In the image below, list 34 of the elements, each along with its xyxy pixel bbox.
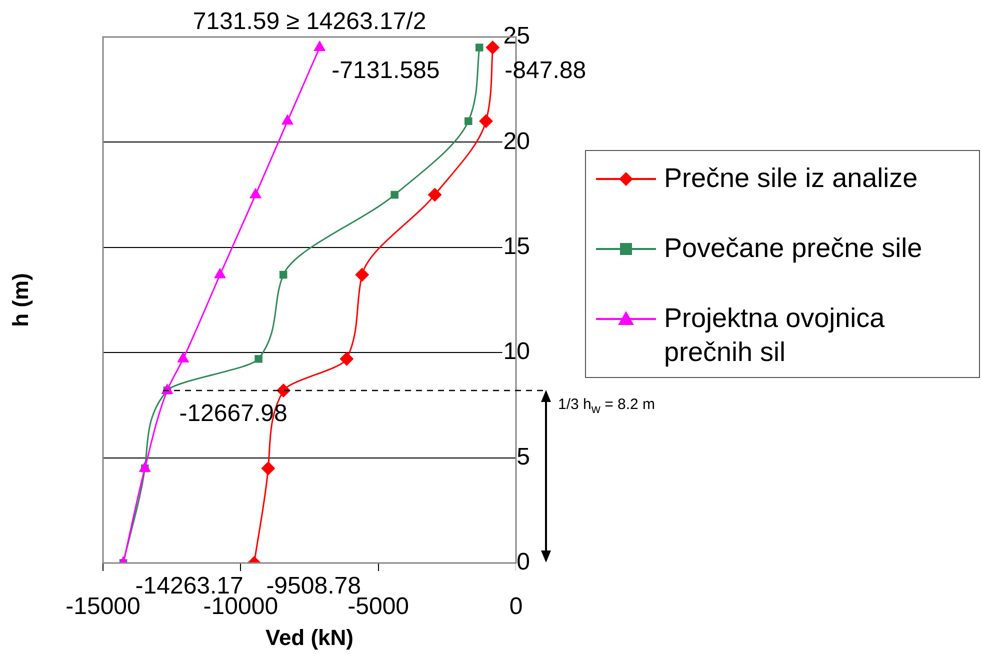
y-tick-label: 5	[516, 443, 530, 470]
y-tick-label: 15	[503, 233, 530, 260]
point	[279, 270, 288, 279]
point	[486, 40, 500, 55]
point	[214, 268, 226, 278]
legend-label: Projektna ovojnica prečnih sil	[664, 302, 886, 369]
point	[177, 352, 190, 362]
point	[276, 383, 290, 398]
point	[355, 268, 370, 282]
point	[478, 114, 493, 128]
point	[390, 190, 398, 199]
point	[161, 383, 174, 394]
point	[475, 44, 484, 52]
point	[261, 461, 276, 476]
legend-label: Povečane prečne sile	[664, 232, 924, 265]
point	[138, 461, 151, 472]
annotation: -847.88	[504, 57, 586, 84]
y-tick-label: 0	[516, 548, 530, 576]
point	[249, 188, 262, 198]
x-axis-title: Ved (kN)	[265, 624, 354, 650]
y-tick-label: 20	[503, 128, 530, 155]
legend-label: Prečne sile iz analize	[664, 162, 919, 195]
point	[254, 355, 262, 363]
y-tick-label: 10	[503, 338, 530, 366]
y-axis-title: h (m)	[8, 273, 34, 327]
legend-label: 1/3 h$_{w}$ = 8.2 m	[558, 396, 656, 416]
text: 7131.59 ≥ 14263.17/2	[192, 8, 426, 35]
point	[340, 352, 354, 366]
point	[428, 188, 442, 202]
annotation: -7131.585	[332, 57, 440, 84]
x-tick-label: -5000	[348, 593, 410, 620]
y-tick-label: 25	[503, 22, 530, 50]
point	[464, 117, 472, 126]
x-tick-label: -15000	[66, 593, 140, 620]
